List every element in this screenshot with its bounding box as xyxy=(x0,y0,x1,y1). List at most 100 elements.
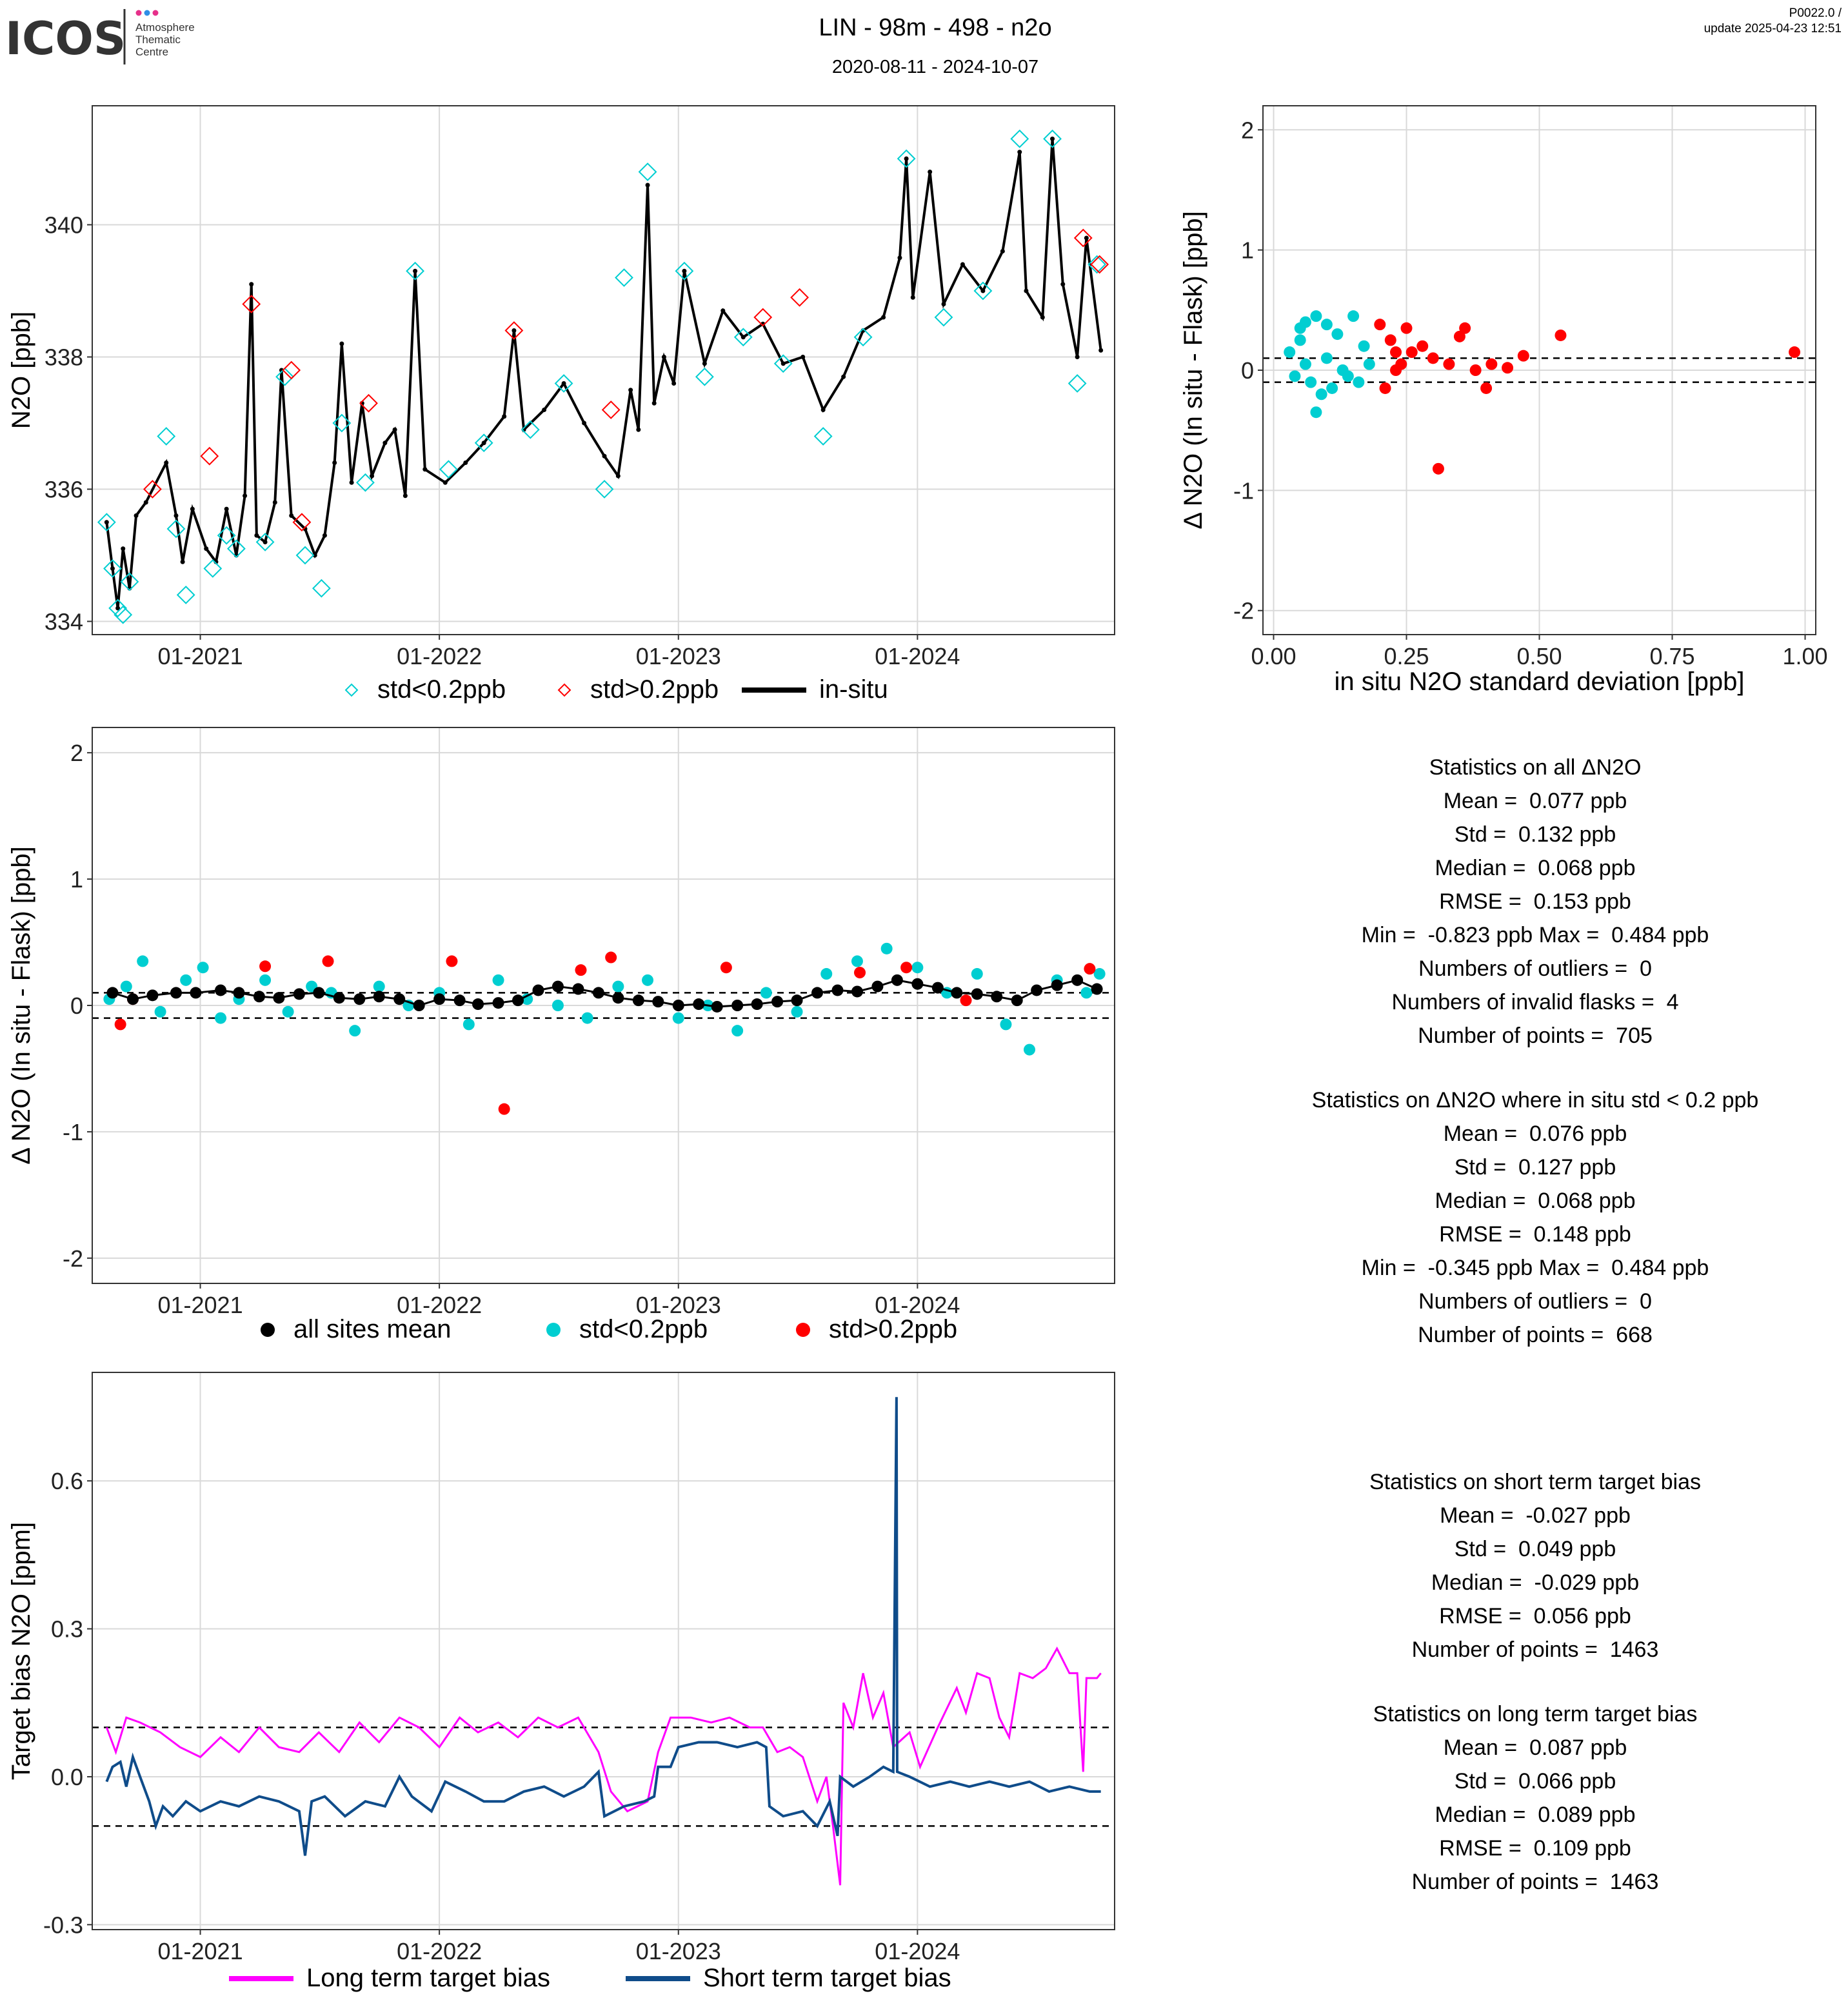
stats-line: Min = -0.345 ppb Max = 0.484 ppb xyxy=(1361,1256,1709,1280)
all-sites-mean-point xyxy=(731,1000,744,1011)
in-situ-point xyxy=(249,282,254,287)
all-sites-mean-point xyxy=(126,993,139,1005)
x-tick-label: 01-2024 xyxy=(875,1938,960,1964)
all-sites-mean-point xyxy=(433,993,446,1005)
stats-line: Numbers of invalid flasks = 4 xyxy=(1391,990,1679,1014)
y-tick-label: -1 xyxy=(63,1119,83,1145)
flask-diamond-low-std xyxy=(332,413,352,433)
stats-all-delta: Statistics on all ΔN2O Mean = 0.077 ppb St… xyxy=(1200,751,1848,1053)
y-axis-label: Δ N2O (In situ - Flask) [ppb] xyxy=(7,846,35,1165)
in-situ-point xyxy=(602,453,607,459)
y-tick-label: 0.0 xyxy=(51,1764,83,1790)
stats-heading: Statistics on ΔN2O where in situ std < 0… xyxy=(1311,1088,1759,1112)
legend-std-high-label: std>0.2ppb xyxy=(829,1315,957,1343)
in-situ-point xyxy=(582,420,587,426)
legend-std-high-key xyxy=(557,683,571,697)
point-low-std xyxy=(1310,406,1322,419)
point-high-std xyxy=(1485,358,1498,370)
logo-word: ICOS xyxy=(5,12,126,65)
delta-point-low-std xyxy=(373,980,385,993)
delta-point-high-std xyxy=(446,955,458,967)
in-situ-point xyxy=(312,553,317,558)
all-sites-mean-point xyxy=(551,980,564,993)
all-sites-mean-point xyxy=(253,991,265,1003)
all-sites-mean-point xyxy=(771,996,784,1008)
in-situ-point xyxy=(561,381,566,386)
y-tick-label: -1 xyxy=(1233,477,1254,504)
point-high-std xyxy=(1390,364,1402,376)
flask-diamond-low-std xyxy=(439,460,458,479)
update-label: update 2025-04-23 12:51 xyxy=(1704,22,1842,35)
y-tick-label: -2 xyxy=(63,1245,83,1272)
x-axis-label: in situ N2O standard deviation [ppb] xyxy=(1335,667,1745,696)
in-situ-point xyxy=(941,302,946,306)
in-situ-point xyxy=(960,262,965,267)
delta-point-low-std xyxy=(1093,968,1106,980)
flask-diamond-low-std xyxy=(615,268,633,287)
in-situ-point xyxy=(174,513,179,518)
delta-point-high-std xyxy=(900,962,913,974)
flask-diamond-high-std xyxy=(753,308,773,327)
stats-line: Std = 0.127 ppb xyxy=(1454,1155,1616,1180)
stats-heading: Statistics on all ΔN2O xyxy=(1429,755,1642,780)
flask-diamond-low-std xyxy=(166,519,186,539)
all-sites-mean-point xyxy=(453,994,466,1007)
stats-long-bias: Statistics on long term target bias Mean … xyxy=(1200,1697,1848,1899)
flask-diamond-low-std xyxy=(474,433,493,453)
delta-point-low-std xyxy=(137,955,149,967)
all-sites-mean-point xyxy=(931,982,944,994)
in-situ-point xyxy=(332,460,337,465)
all-sites-mean-point xyxy=(393,993,406,1005)
in-situ-point xyxy=(841,374,846,379)
in-situ-point xyxy=(442,480,448,485)
in-situ-point xyxy=(1050,136,1055,141)
in-situ-point xyxy=(645,183,650,188)
all-sites-mean-point xyxy=(951,987,963,999)
in-situ-point xyxy=(651,400,657,406)
legend-std-low-key xyxy=(546,1323,561,1337)
delta-point-low-std xyxy=(1024,1043,1036,1056)
all-sites-mean-point xyxy=(532,984,544,996)
all-sites-mean-point xyxy=(991,991,1003,1003)
legend-std-high-key xyxy=(796,1323,810,1337)
legend-all-sites-mean-key xyxy=(261,1323,275,1337)
y-tick-label: 340 xyxy=(45,212,83,239)
all-sites-mean-point xyxy=(831,984,844,996)
in-situ-point xyxy=(289,513,294,518)
stats-line: Std = 0.132 ppb xyxy=(1454,822,1616,847)
all-sites-mean-point xyxy=(472,998,484,1011)
all-sites-mean-point xyxy=(632,994,644,1007)
flask-diamond-low-std xyxy=(114,605,133,624)
in-situ-point xyxy=(110,566,115,571)
point-high-std xyxy=(1400,322,1413,334)
y-axis-label: N2O [ppb] xyxy=(7,311,35,429)
delta-point-low-std xyxy=(880,942,893,954)
page-subtitle: 2020-08-11 - 2024-10-07 xyxy=(831,57,1039,77)
delta-point-low-std xyxy=(462,1018,475,1031)
stats-line: Median = 0.068 ppb xyxy=(1435,856,1636,880)
flask-diamond-low-std xyxy=(1010,129,1029,148)
delta-point-low-std xyxy=(349,1025,361,1037)
in-situ-point xyxy=(910,295,915,300)
x-tick-label: 0.75 xyxy=(1649,643,1694,669)
in-situ-point xyxy=(204,546,209,551)
flask-diamond-low-std xyxy=(554,374,573,393)
delta-point-high-std xyxy=(605,951,617,964)
all-sites-mean-point xyxy=(871,980,884,993)
in-situ-point xyxy=(820,408,826,412)
y-axis-label: Target bias N2O [ppm] xyxy=(7,1522,35,1780)
plot-background xyxy=(92,106,1115,635)
delta-point-low-std xyxy=(642,974,654,986)
point-low-std xyxy=(1299,316,1311,328)
in-situ-point xyxy=(104,520,109,525)
legend-std-low-key xyxy=(344,683,359,697)
flask-diamond-low-std xyxy=(120,572,139,591)
in-situ-point xyxy=(720,308,726,313)
delta-timeseries-chart: -2 -1 0 1 2 01-2021 01-2022 01-2023 01-2024 Δ N2O… xyxy=(7,727,1115,1343)
point-low-std xyxy=(1284,346,1296,359)
flask-diamond-low-std xyxy=(897,149,916,168)
all-sites-mean-point xyxy=(1091,983,1103,995)
x-tick-label: 01-2021 xyxy=(157,1292,243,1318)
flask-diamond-low-std xyxy=(203,559,223,578)
all-sites-mean-point xyxy=(333,992,345,1004)
